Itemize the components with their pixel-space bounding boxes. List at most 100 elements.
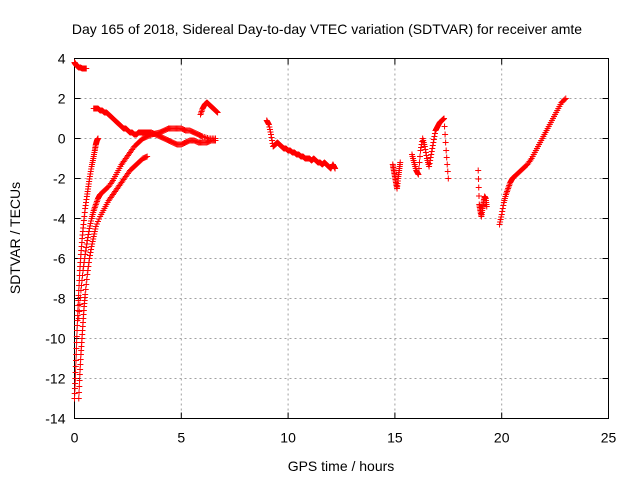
series-arc-6-bump-near-6-h-	[197, 99, 221, 118]
x-tick-label: 15	[387, 430, 403, 446]
data-point	[86, 252, 93, 259]
y-tick-label: -12	[45, 371, 65, 387]
data-point	[72, 357, 79, 364]
data-point	[429, 145, 436, 152]
data-point	[77, 287, 84, 294]
data-point	[83, 241, 90, 247]
data-point	[83, 276, 90, 283]
data-point	[426, 160, 433, 167]
data-point	[85, 231, 92, 238]
data-point	[268, 134, 275, 141]
data-point	[81, 259, 88, 266]
data-point	[76, 389, 83, 396]
y-tick-label: -10	[45, 331, 65, 347]
data-point	[443, 147, 450, 154]
series-arc-2-steep-rise-to-0-	[71, 135, 101, 402]
data-point	[500, 202, 507, 209]
data-point	[418, 144, 425, 151]
data-point	[416, 159, 423, 166]
data-point	[431, 133, 438, 140]
data-point	[269, 137, 276, 144]
data-point	[76, 308, 83, 315]
series-arc-1-early-start-	[71, 59, 90, 72]
y-tick-label: 4	[58, 51, 66, 67]
data-point	[475, 176, 482, 182]
data-point	[427, 154, 434, 161]
data-point	[80, 263, 87, 270]
data-point	[84, 237, 91, 244]
data-point	[87, 249, 94, 256]
data-point	[416, 153, 423, 160]
data-point	[82, 251, 89, 258]
series-arc-5-descending-1-5-to-0-	[90, 105, 219, 148]
data-point	[268, 131, 275, 138]
data-point	[441, 115, 448, 122]
series-arc-10-near-19-h-	[475, 167, 490, 220]
data-points	[71, 59, 569, 402]
y-axis-label: SDTVAR / TECUs	[7, 182, 23, 294]
data-point	[475, 167, 482, 174]
data-point	[76, 377, 83, 384]
data-point	[397, 159, 404, 166]
data-point	[427, 157, 434, 164]
data-point	[430, 139, 437, 146]
axis-ticks	[74, 58, 609, 419]
grid-lines	[74, 58, 609, 419]
series-arc-8-near-15-h-	[389, 159, 404, 192]
x-tick-label: 25	[601, 430, 617, 446]
series-arc-11-rise-20-23-h-	[496, 95, 569, 228]
y-tick-label: -4	[53, 211, 66, 227]
data-point	[77, 294, 84, 301]
data-point	[265, 120, 272, 127]
series-arc-3-rise-to-1-	[75, 153, 151, 402]
y-tick-label: -6	[53, 251, 66, 267]
plot-frame	[74, 58, 609, 419]
x-axis-label: GPS time / hours	[288, 458, 395, 474]
data-point	[499, 205, 506, 212]
data-point	[78, 282, 85, 289]
data-point	[422, 146, 429, 153]
data-point	[444, 161, 451, 168]
data-point	[78, 277, 85, 284]
data-point	[426, 163, 433, 170]
data-point	[88, 246, 95, 253]
data-point	[72, 363, 79, 370]
data-point	[82, 291, 89, 298]
data-point	[144, 153, 151, 160]
data-point	[414, 170, 421, 177]
data-point	[498, 211, 505, 218]
data-point	[331, 164, 338, 171]
data-point	[445, 175, 452, 182]
data-point	[82, 286, 89, 293]
data-point	[83, 65, 90, 72]
data-point	[94, 135, 101, 142]
data-point	[476, 193, 483, 199]
data-point	[83, 281, 90, 288]
y-tick-label: 0	[58, 131, 66, 147]
data-point	[85, 228, 92, 235]
data-point	[422, 149, 429, 156]
data-point	[428, 151, 435, 158]
y-tick-label: -14	[45, 411, 65, 427]
data-point	[430, 136, 437, 143]
data-point	[444, 168, 451, 175]
data-point	[73, 333, 80, 340]
y-tick-label: -2	[53, 171, 66, 187]
data-point	[417, 147, 424, 154]
x-tick-label: 10	[280, 430, 296, 446]
x-tick-label: 0	[71, 430, 79, 446]
data-point	[82, 248, 89, 254]
data-point	[561, 96, 568, 103]
data-point	[562, 95, 569, 102]
tick-labels: 0 5 10 15 20 25 -14 -12 -10 -8 -6 -4 -2 0 2 4	[45, 51, 616, 446]
data-point	[441, 123, 448, 130]
data-point	[79, 272, 86, 279]
data-point	[80, 267, 87, 274]
data-point	[442, 131, 449, 138]
data-point	[72, 375, 79, 382]
data-point	[83, 244, 90, 251]
data-point	[72, 369, 79, 376]
data-point	[214, 109, 221, 116]
data-point	[415, 165, 422, 172]
